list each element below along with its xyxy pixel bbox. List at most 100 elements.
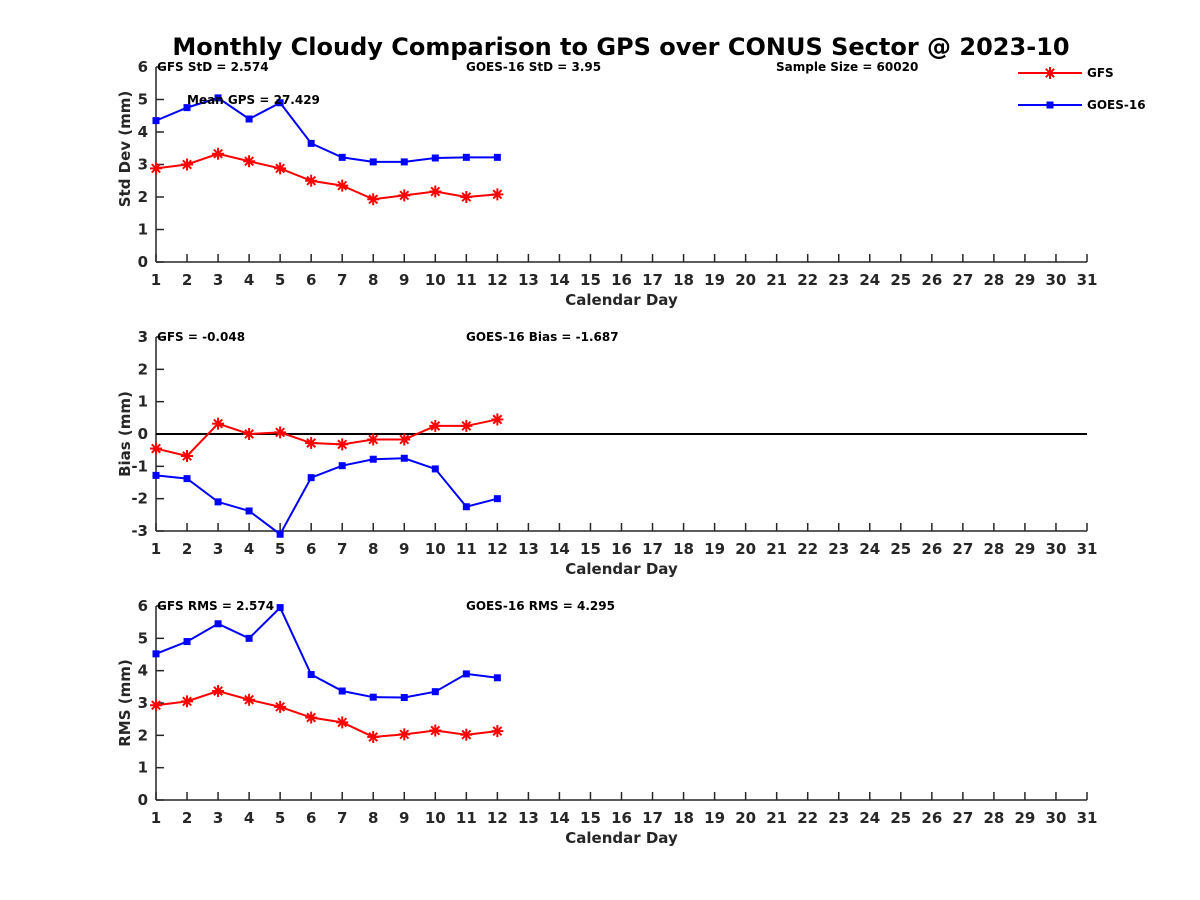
bias-x-tick-label: 10 <box>425 540 446 558</box>
rms-x-tick-label: 29 <box>1014 809 1035 827</box>
rms-gfs-point <box>212 685 225 698</box>
bias-goes16-point <box>307 474 315 482</box>
std-dev-gfs-point <box>212 147 225 160</box>
rms-x-tick-label: 16 <box>611 809 632 827</box>
rms-y-tick-label: 6 <box>138 597 148 615</box>
std-dev-x-tick-label: 21 <box>766 271 787 289</box>
bias-gfs-point <box>243 428 256 440</box>
rms-goes16-point <box>400 694 408 702</box>
bias-x-tick-label: 14 <box>549 540 570 558</box>
bias-goes16-point <box>493 495 501 503</box>
std-dev-x-tick-label: 22 <box>797 271 818 289</box>
std-dev-goes16-point <box>431 154 439 162</box>
rms-x-tick-label: 23 <box>828 809 849 827</box>
rms-x-tick-label: 27 <box>952 809 973 827</box>
std-dev-x-tick-label: 18 <box>673 271 694 289</box>
std-dev-x-tick-label: 20 <box>735 271 756 289</box>
rms-gfs-point <box>305 711 318 724</box>
bias-goes16-point <box>245 507 253 515</box>
std-dev-gfs-point <box>460 191 473 203</box>
std-dev-y-axis-label: Std Dev (mm) <box>116 91 134 208</box>
rms-x-tick-label: 5 <box>275 809 285 827</box>
bias-gfs-point <box>150 442 162 455</box>
bias-x-tick-label: 9 <box>399 540 409 558</box>
std-dev-gfs-point <box>150 162 162 175</box>
bias-x-tick-label: 17 <box>642 540 663 558</box>
std-dev-annotation: GFS StD = 2.574 <box>157 60 269 74</box>
rms-x-tick-label: 19 <box>704 809 725 827</box>
rms-goes16-point <box>183 638 191 646</box>
std-dev-gfs-line <box>155 152 498 201</box>
bias-y-tick-label: 0 <box>138 425 148 443</box>
bias-x-tick-label: 19 <box>704 540 725 558</box>
std-dev-goes16-point <box>493 153 501 161</box>
std-dev-y-tick-label: 5 <box>138 91 148 109</box>
std-dev-goes16-point <box>307 139 315 147</box>
bias-x-tick-label: 1 <box>151 540 161 558</box>
bias-x-tick-label: 31 <box>1077 540 1098 558</box>
rms-y-tick-label: 1 <box>138 759 148 777</box>
rms-y-tick-label: 5 <box>138 629 148 647</box>
rms-x-tick-label: 11 <box>456 809 477 827</box>
std-dev-x-tick-label: 10 <box>425 271 446 289</box>
std-dev-x-tick-label: 28 <box>983 271 1004 289</box>
bias-goes16-line <box>155 457 498 536</box>
bias-x-tick-label: 16 <box>611 540 632 558</box>
bias-x-tick-label: 5 <box>275 540 285 558</box>
bias-goes16-point <box>431 465 439 473</box>
bias-goes16-point <box>462 503 470 511</box>
std-dev-x-tick-label: 5 <box>275 271 285 289</box>
std-dev-x-tick-label: 7 <box>337 271 347 289</box>
bias-x-tick-label: 8 <box>368 540 378 558</box>
bias-goes16-point <box>276 530 284 538</box>
bias-gfs-line <box>155 418 498 458</box>
rms-x-tick-label: 20 <box>735 809 756 827</box>
legend: GFS GOES-16 <box>1018 66 1146 112</box>
bias-x-tick-label: 3 <box>213 540 223 558</box>
std-dev-gfs-point <box>336 179 349 192</box>
bias-gfs-point <box>429 419 442 432</box>
std-dev-gfs-point <box>367 193 380 206</box>
std-dev-x-tick-label: 16 <box>611 271 632 289</box>
rms-x-tick-label: 21 <box>766 809 787 827</box>
bias-x-tick-label: 2 <box>182 540 192 558</box>
rms-x-tick-label: 24 <box>859 809 880 827</box>
chart-title: Monthly Cloudy Comparison to GPS over CO… <box>172 33 1069 61</box>
bias-goes16-point <box>152 471 160 479</box>
rms-x-tick-label: 25 <box>890 809 911 827</box>
bias-gfs-point <box>398 433 411 446</box>
rms-goes16-line <box>155 605 498 699</box>
std-dev-x-tick-label: 19 <box>704 271 725 289</box>
std-dev-x-tick-label: 25 <box>890 271 911 289</box>
std-dev-gfs-point <box>398 189 411 202</box>
bias-gfs-point <box>460 419 473 432</box>
std-dev-y-tick-label: 4 <box>138 123 148 141</box>
bias-x-tick-label: 22 <box>797 540 818 558</box>
bias-y-tick-label: -1 <box>131 457 148 475</box>
bias-x-tick-label: 13 <box>518 540 539 558</box>
rms-gfs-point <box>491 725 504 738</box>
rms-x-tick-label: 18 <box>673 809 694 827</box>
std-dev-annotation: Mean GPS = 27.429 <box>187 93 320 107</box>
legend-gfs-label: GFS <box>1087 66 1114 80</box>
rms-y-tick-label: 3 <box>138 694 148 712</box>
rms-x-tick-label: 7 <box>337 809 347 827</box>
bias-x-tick-label: 15 <box>580 540 601 558</box>
rms-x-tick-label: 8 <box>368 809 378 827</box>
rms-x-tick-label: 17 <box>642 809 663 827</box>
bias-goes16-point <box>400 454 408 462</box>
bias-x-tick-label: 23 <box>828 540 849 558</box>
rms-x-tick-label: 31 <box>1077 809 1098 827</box>
bias-gfs-point <box>212 417 225 430</box>
std-dev-x-tick-label: 3 <box>213 271 223 289</box>
bias-gfs-point <box>305 437 318 450</box>
std-dev-goes16-point <box>245 115 253 123</box>
bias-x-tick-label: 26 <box>921 540 942 558</box>
bias-x-tick-label: 7 <box>337 540 347 558</box>
rms-goes16-point <box>276 604 284 612</box>
bias-x-tick-label: 20 <box>735 540 756 558</box>
bias-x-tick-label: 24 <box>859 540 880 558</box>
rms-y-axis-label: RMS (mm) <box>116 659 134 746</box>
rms-panel: 1 2 3 4 5 6 7 8 9 10 11 12 13 14 15 16 17 18 19 20 21 22 23 24 2… <box>116 597 1097 847</box>
